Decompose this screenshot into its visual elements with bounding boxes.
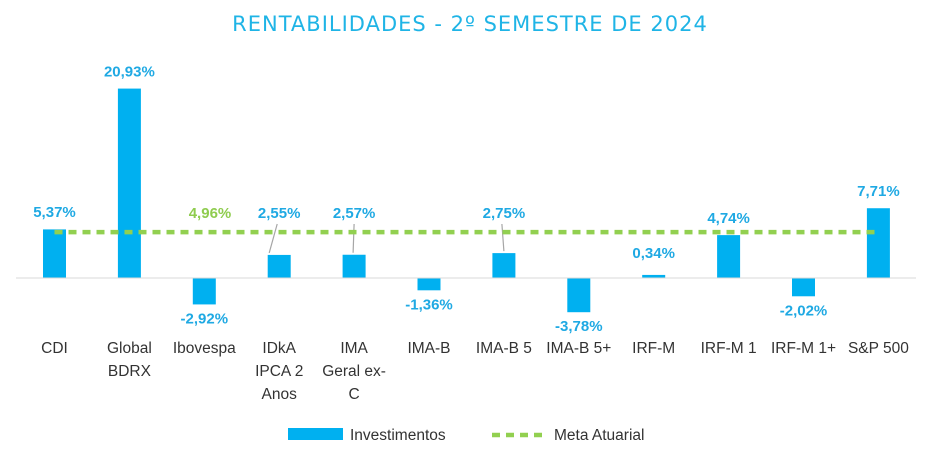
data-label-9: 4,74% — [707, 210, 750, 227]
bar-11 — [866, 208, 890, 278]
category-label-2-0: Ibovespa — [173, 340, 236, 357]
category-label-7-0: IMA-B 5+ — [546, 340, 611, 357]
data-label-8: 0,34% — [632, 245, 675, 262]
bar-9 — [717, 235, 741, 278]
bar-2 — [192, 278, 216, 305]
bar-6 — [492, 253, 516, 278]
leader-lines-layer — [268, 223, 505, 254]
data-label-0: 5,37% — [33, 204, 76, 221]
category-label-4-1: Geral ex- — [322, 363, 386, 380]
data-labels-layer: 5,37% 20,93% -2,92% 2,55% 2,57% -1,36% 2,75% -3… — [33, 64, 899, 336]
bar-5 — [417, 278, 441, 291]
category-label-3-0: IDkA — [262, 340, 296, 357]
category-label-9-0: IRF-M 1 — [701, 340, 757, 357]
legend-label-investimentos: Investimentos — [350, 427, 446, 444]
legend-label-meta-atuarial: Meta Atuarial — [554, 427, 644, 444]
category-label-3-2: Anos — [262, 386, 298, 403]
data-label-11: 7,71% — [857, 183, 900, 200]
category-label-5-0: IMA-B — [407, 340, 450, 357]
legend: Investimentos Meta Atuarial — [288, 427, 644, 444]
data-label-5: -1,36% — [405, 296, 453, 313]
bar-10 — [792, 278, 815, 297]
bar-8 — [642, 274, 666, 278]
data-label-10: -2,02% — [780, 302, 828, 319]
chart-title: RENTABILIDADES - 2º SEMESTRE DE 2024 — [232, 12, 708, 36]
category-label-4-2: C — [348, 386, 359, 403]
category-labels-layer: CDI Global BDRX Ibovespa IDkA IPCA 2 Anos IMA Ge… — [41, 340, 909, 403]
leader-line-4 — [352, 223, 355, 253]
bar-4 — [342, 254, 366, 278]
leader-line-3 — [268, 223, 278, 254]
category-label-0-0: CDI — [41, 340, 68, 357]
data-label-3: 2,55% — [258, 205, 301, 222]
category-label-1-1: BDRX — [108, 363, 152, 380]
category-label-3-1: IPCA 2 — [255, 363, 303, 380]
category-label-11-0: S&P 500 — [848, 340, 909, 357]
category-label-8-0: IRF-M — [632, 340, 675, 357]
leader-line-6 — [501, 223, 505, 252]
data-label-6: 2,75% — [483, 205, 526, 222]
category-label-10-0: IRF-M 1+ — [771, 340, 836, 357]
bar-0 — [43, 229, 66, 278]
data-label-2: -2,92% — [181, 310, 229, 327]
meta-atuarial-label: 4,96% — [189, 205, 232, 222]
legend-swatch-investimentos — [288, 428, 343, 440]
bars-layer — [43, 88, 890, 313]
bar-3 — [267, 254, 291, 278]
bar-1 — [117, 88, 141, 278]
category-label-4-0: IMA — [340, 340, 368, 357]
data-label-4: 2,57% — [333, 205, 376, 222]
bar-7 — [567, 278, 591, 313]
category-label-1-0: Global — [107, 340, 152, 357]
data-label-1: 20,93% — [104, 64, 155, 81]
data-label-7: -3,78% — [555, 318, 603, 335]
category-label-6-0: IMA-B 5 — [476, 340, 532, 357]
